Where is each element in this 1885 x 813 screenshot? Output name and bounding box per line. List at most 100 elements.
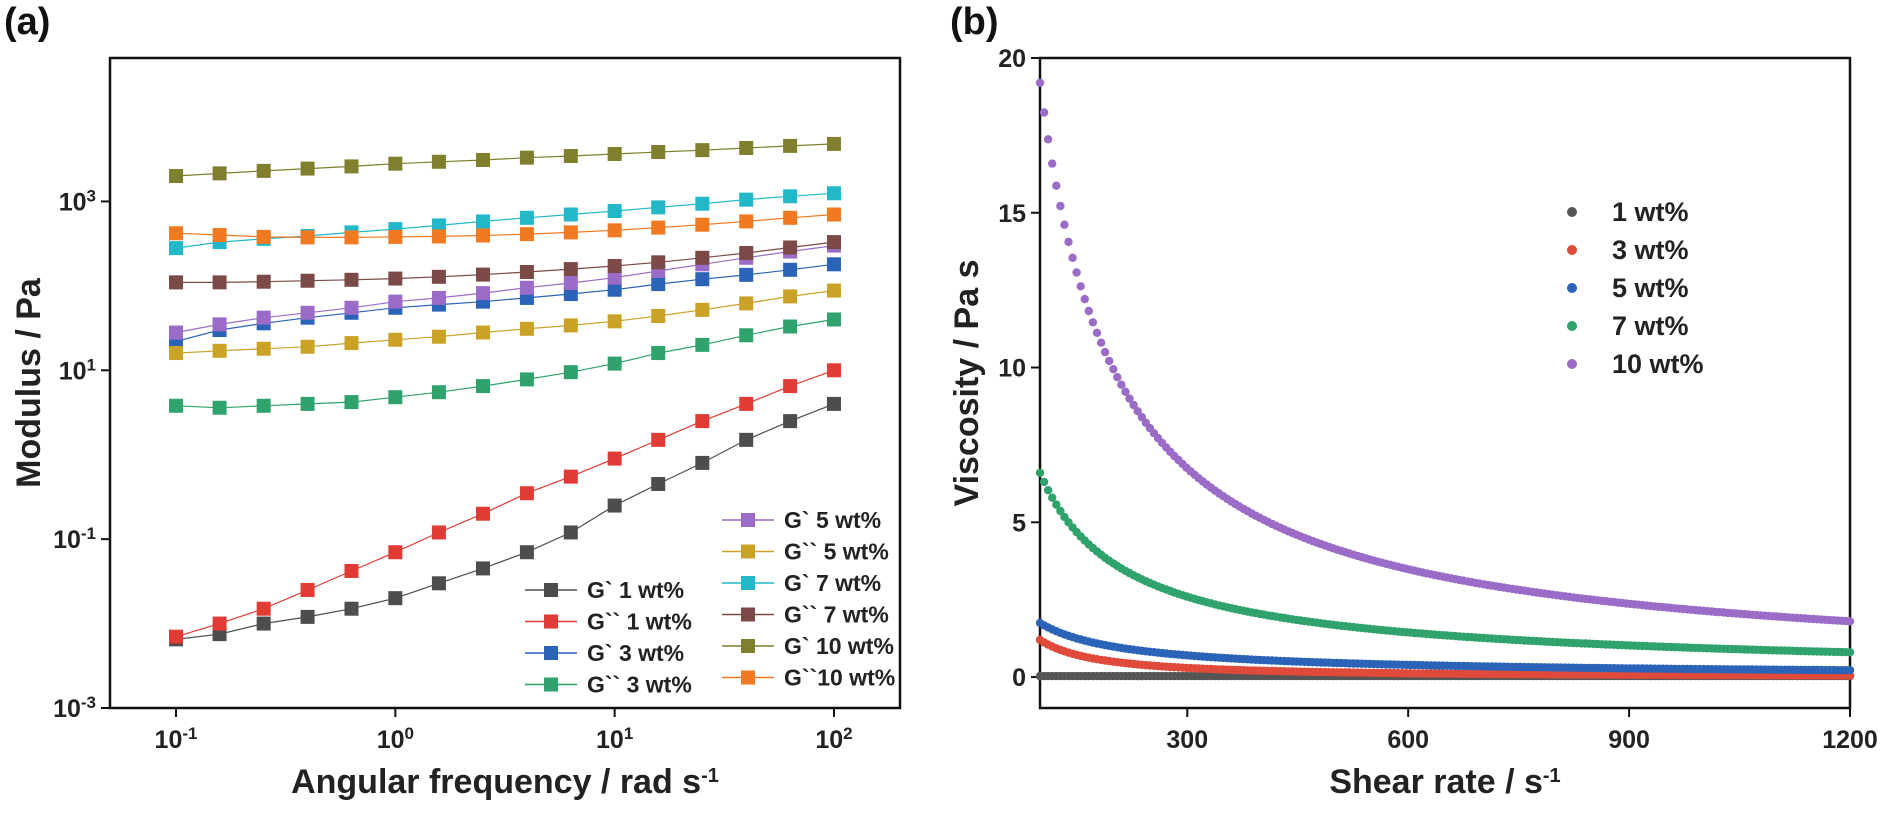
plot-b-frame <box>1038 56 1852 710</box>
y-tick-label: 0 <box>1012 664 1026 692</box>
y-tick-label: 10-1 <box>53 524 96 555</box>
plot-b-xlabel: Shear rate / s-1 <box>1329 763 1560 801</box>
data-point <box>695 250 710 265</box>
y-tick-label: 20 <box>998 45 1026 73</box>
data-point <box>739 246 754 261</box>
data-point <box>169 629 184 644</box>
series-g-10-wt- <box>169 207 841 245</box>
data-point <box>300 161 315 176</box>
data-point <box>783 262 798 277</box>
legend-item: G`` 7 wt% <box>722 602 889 628</box>
data-point <box>300 609 315 624</box>
data-point <box>212 343 227 358</box>
series-line <box>175 213 835 238</box>
data-point <box>1109 365 1118 374</box>
data-point <box>300 305 315 320</box>
legend-marker <box>741 670 755 685</box>
series-3-wt- <box>1035 635 1855 680</box>
data-point <box>169 169 184 184</box>
data-point <box>826 257 841 272</box>
legend-item: G` 10 wt% <box>722 633 894 659</box>
data-point <box>431 218 446 233</box>
data-point <box>783 189 798 204</box>
series-g-3-wt- <box>169 312 841 415</box>
data-point <box>826 207 841 222</box>
data-point <box>1048 159 1057 168</box>
data-point <box>256 341 271 356</box>
data-point <box>695 337 710 352</box>
data-point <box>1133 407 1142 416</box>
data-point <box>1129 400 1138 410</box>
data-point <box>651 308 666 323</box>
data-point <box>431 290 446 305</box>
legend-label: 10 wt% <box>1612 349 1704 379</box>
series-5-wt- <box>1035 618 1855 675</box>
series-g-5-wt- <box>169 283 841 361</box>
data-point <box>519 227 534 242</box>
data-point <box>475 152 490 167</box>
legend-marker <box>741 513 755 527</box>
data-point <box>475 214 490 229</box>
legend-label: 5 wt% <box>1612 273 1689 303</box>
series-line <box>175 245 835 334</box>
data-point <box>651 432 666 447</box>
legend-item: G`` 1 wt% <box>525 609 692 635</box>
data-point <box>519 264 534 279</box>
data-point <box>475 325 490 340</box>
data-point <box>739 432 754 447</box>
data-point <box>563 149 578 164</box>
data-point <box>256 601 271 616</box>
data-point <box>783 289 798 304</box>
data-point <box>1052 500 1061 509</box>
data-point <box>475 286 490 301</box>
data-point <box>783 138 798 153</box>
data-point <box>695 143 710 158</box>
data-point <box>300 339 315 354</box>
data-point <box>695 455 710 470</box>
data-point <box>169 325 184 340</box>
x-tick-label: 100 <box>377 724 414 755</box>
data-point <box>475 267 490 282</box>
legend-marker <box>741 576 755 590</box>
legend-marker <box>544 677 558 692</box>
data-point <box>519 210 534 225</box>
data-point <box>1076 282 1085 291</box>
data-point <box>1072 268 1081 277</box>
data-point <box>563 276 578 291</box>
data-point <box>739 396 754 411</box>
data-point <box>431 525 446 540</box>
legend-marker <box>741 639 755 653</box>
data-point <box>1060 220 1069 229</box>
data-point <box>826 283 841 298</box>
legend-item: 5 wt% <box>1567 273 1689 303</box>
data-point <box>1039 108 1049 117</box>
data-point <box>212 400 227 415</box>
data-point <box>1064 237 1073 247</box>
data-point <box>783 240 798 255</box>
data-point <box>475 228 490 243</box>
data-point <box>519 280 534 295</box>
data-point <box>344 272 359 287</box>
series-line <box>175 290 835 354</box>
plot-a-xlabel: Angular frequency / rad s-1 <box>291 763 719 801</box>
legend-item: G``10 wt% <box>722 665 895 691</box>
panel-label-a: (a) <box>4 1 50 43</box>
data-point <box>1084 306 1094 316</box>
legend-item: G`` 3 wt% <box>525 672 692 698</box>
data-point <box>607 223 622 238</box>
x-tick-label: 102 <box>815 724 852 755</box>
x-tick-label: 600 <box>1387 726 1429 754</box>
data-point <box>431 385 446 400</box>
data-point <box>563 287 578 302</box>
data-point <box>1845 666 1855 675</box>
data-point <box>169 241 184 256</box>
data-point <box>1043 486 1053 495</box>
panel-label-b: (b) <box>950 1 999 43</box>
series-g-7-wt- <box>169 235 841 290</box>
data-point <box>475 506 490 521</box>
data-point <box>651 255 666 270</box>
data-point <box>1056 201 1065 211</box>
legend-marker <box>544 614 558 629</box>
data-point <box>388 294 403 309</box>
data-point <box>1113 373 1122 382</box>
